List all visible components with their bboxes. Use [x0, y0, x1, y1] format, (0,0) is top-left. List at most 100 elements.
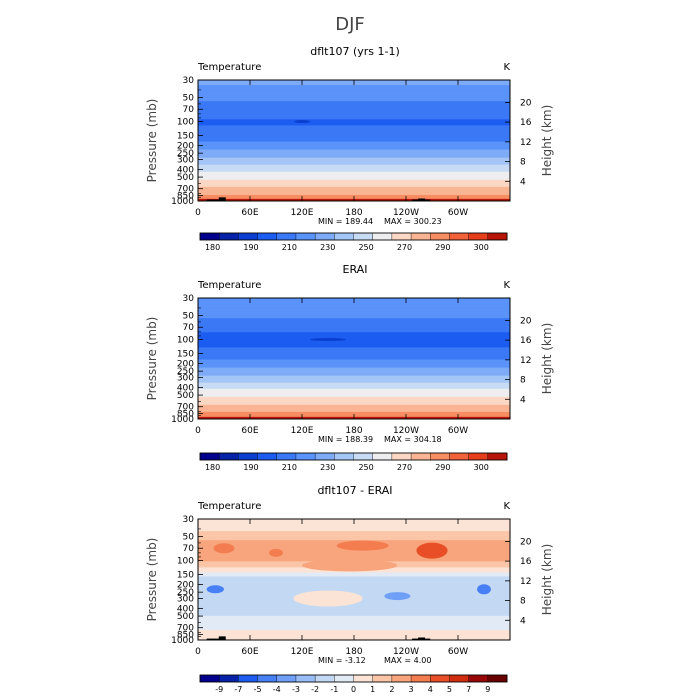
contour-band: [198, 347, 510, 350]
contour-band: [198, 145, 510, 148]
contour-band: [198, 121, 510, 123]
colorbar-label: 180: [205, 243, 220, 252]
contour-band: [198, 185, 510, 188]
x-tick-label: 180: [345, 208, 362, 218]
contour-band: [198, 133, 510, 136]
colorbar-box: [410, 452, 431, 461]
y-tick-label: 500: [177, 173, 194, 183]
units-label: K: [503, 280, 510, 291]
contour-band: [198, 627, 510, 630]
colorbar-box: [430, 674, 450, 683]
contour-band: [198, 323, 510, 325]
contour-band: [198, 129, 510, 132]
contour-patch: [336, 540, 389, 551]
y-tick-label: 500: [177, 391, 194, 401]
contour-band: [198, 400, 510, 403]
contour-band: [198, 182, 510, 185]
y-tick-label: 150: [177, 350, 194, 360]
contour-band: [198, 625, 510, 628]
contour-band: [198, 333, 510, 335]
y2-axis-label: Height (km): [540, 544, 554, 615]
contour-band: [198, 184, 510, 187]
contour-band: [198, 410, 510, 413]
contour-band: [198, 407, 510, 410]
contour-band: [198, 343, 510, 345]
y2-tick-label: 8: [520, 597, 526, 607]
contour-band: [198, 194, 510, 197]
contour-band: [198, 572, 510, 575]
y2-tick-label: 16: [520, 336, 532, 346]
contour-band: [198, 371, 510, 374]
contour-band: [198, 550, 510, 552]
x-tick-label: 0: [195, 208, 201, 218]
y-tick-label: 400: [177, 604, 194, 614]
contour-band: [198, 390, 510, 393]
contour-band: [198, 144, 510, 147]
contour-band: [198, 377, 510, 380]
contour-band: [198, 337, 510, 339]
colorbar-label: 300: [474, 243, 489, 252]
contour-band: [198, 320, 510, 322]
contour-band: [198, 630, 510, 633]
units-label: K: [503, 62, 510, 73]
contour-band: [198, 387, 510, 390]
contour-band: [198, 155, 510, 158]
colorbar-box: [391, 232, 412, 241]
contour-band: [198, 381, 510, 384]
colorbar-label: 270: [397, 243, 412, 252]
contour-band: [198, 168, 510, 171]
contour-band: [198, 587, 510, 590]
contour-band: [198, 380, 510, 383]
contour-band: [198, 125, 510, 127]
contour-band: [198, 336, 510, 338]
contour-band: [198, 526, 510, 528]
y-axis-label: Pressure (mb): [145, 99, 159, 183]
contour-band: [198, 607, 510, 610]
contour-band: [198, 633, 510, 636]
contour-band: [198, 355, 510, 358]
contour-band: [198, 127, 510, 129]
contour-band: [198, 629, 510, 632]
colorbar-label: -9: [215, 685, 223, 694]
colorbar-box: [199, 452, 220, 461]
y-tick-label: 250: [177, 149, 194, 159]
contour-band: [198, 603, 510, 606]
max-value-label: MAX = 300.23: [384, 217, 442, 226]
contour-band: [198, 304, 510, 306]
contour-band: [198, 378, 510, 381]
x-tick-label: 60W: [448, 208, 468, 218]
contour-band: [198, 588, 510, 591]
contour-band: [198, 91, 510, 93]
colorbar-box: [257, 452, 278, 461]
max-value-label: MAX = 4.00: [384, 656, 431, 665]
contour-band: [198, 122, 510, 124]
colorbar-box: [218, 232, 239, 241]
contour-band: [198, 96, 510, 98]
contour-band: [198, 537, 510, 539]
colorbar-label: 3: [409, 685, 414, 694]
colorbar-label: 2: [389, 685, 394, 694]
contour-band: [198, 305, 510, 307]
y-tick-label: 50: [183, 533, 195, 543]
colorbar-label: 190: [243, 463, 258, 472]
contour-band: [198, 606, 510, 609]
contour-band: [198, 314, 510, 316]
x-tick-label: 60E: [241, 208, 258, 218]
contour-band: [198, 573, 510, 576]
y-tick-label: 250: [177, 588, 194, 598]
contour-band: [198, 143, 510, 146]
colorbar-box: [353, 452, 374, 461]
y2-tick-label: 12: [520, 577, 531, 587]
contour-band: [198, 366, 510, 369]
colorbar-label: 180: [205, 463, 220, 472]
colorbar-label: -7: [234, 685, 242, 694]
colorbar-label: 0: [351, 685, 356, 694]
contour-band: [198, 327, 510, 329]
contour-band: [198, 103, 510, 105]
contour-band: [198, 619, 510, 622]
contour-band: [198, 590, 510, 593]
contour-band: [198, 530, 510, 532]
contour-band: [198, 324, 510, 326]
topography: [418, 198, 426, 201]
